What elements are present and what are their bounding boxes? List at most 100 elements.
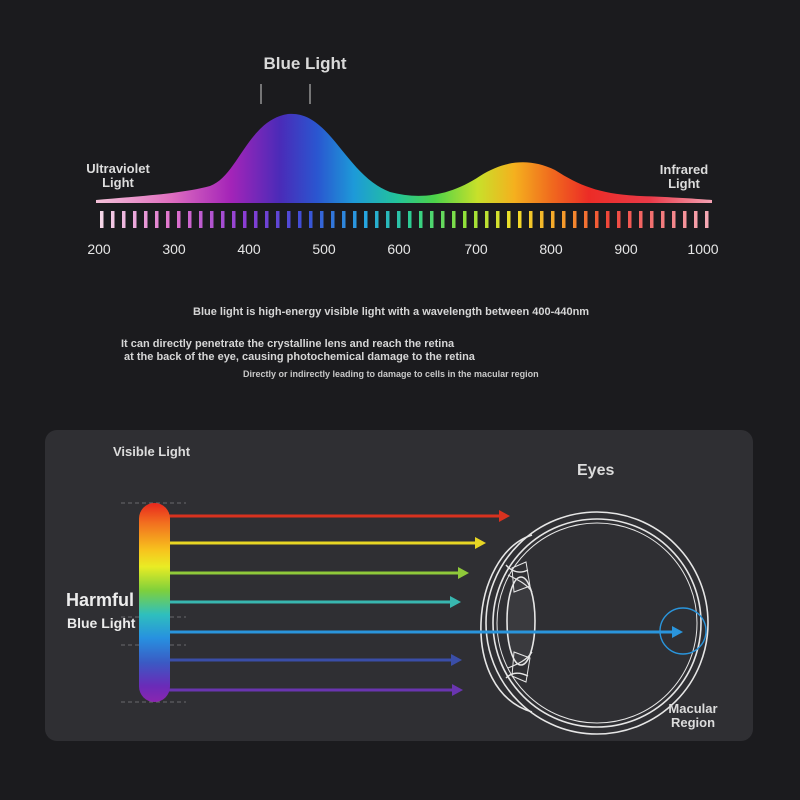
wavelength-tick [606,211,610,228]
visible-light-label: Visible Light [113,444,191,459]
wavelength-tick-label: 800 [539,241,563,257]
harmful-blue-light-label: Blue Light [67,615,136,631]
spectrum-title: Blue Light [263,54,347,73]
wavelength-tick [210,211,214,228]
eyeball-inner [492,518,702,728]
wavelength-tick [386,211,390,228]
wavelength-tick-label: 200 [87,241,111,257]
wavelength-tick [430,211,434,228]
wavelength-tick [276,211,280,228]
infrared-label: Infrared Light [646,163,722,191]
wavelength-tick [309,211,313,228]
info-line-2a: It can directly penetrate the crystallin… [121,338,455,350]
wavelength-tick [595,211,599,228]
info-line-1: Blue light is high-energy visible light … [193,306,590,318]
light-ray-arrowhead [450,596,461,608]
wavelength-tick [342,211,346,228]
wavelength-tick [298,211,302,228]
wavelength-tick [639,211,643,228]
wavelength-tick [177,211,181,228]
dashed-guides [121,502,186,703]
macular-label-line1: Macular [668,701,718,716]
wavelength-tick-bar [100,211,709,228]
wavelength-tick [562,211,566,228]
wavelength-tick [496,211,500,228]
wavelength-tick [122,211,126,228]
wavelength-tick [265,211,269,228]
light-rays [168,510,683,696]
wavelength-tick [408,211,412,228]
eyeball-outer [485,511,709,735]
wavelength-tick [683,211,687,228]
ciliary-lower [507,651,533,669]
wavelength-tick [375,211,379,228]
wavelength-tick-label: 600 [387,241,411,257]
wavelength-tick [243,211,247,228]
wavelength-tick [518,211,522,228]
info-line-2b: at the back of the eye, causing photoche… [121,351,475,363]
light-ray-arrowhead [499,510,510,522]
spectrum-curve [96,113,712,203]
wavelength-tick-label: 500 [312,241,336,257]
info-line-2: It can directly penetrate the crystallin… [121,338,475,364]
wavelength-tick [573,211,577,228]
ultraviolet-label: Ultraviolet Light [72,162,164,190]
wavelength-tick [507,211,511,228]
wavelength-tick-label: 300 [162,241,186,257]
wavelength-tick [419,211,423,228]
macular-label-line2: Region [670,715,716,730]
macular-region-label: Macular Region [656,702,730,730]
wavelength-tick [188,211,192,228]
wavelength-tick [452,211,456,228]
wavelength-tick-label: 1000 [687,241,719,257]
eyeball-inner-2 [496,522,698,724]
wavelength-tick [672,211,676,228]
wavelength-tick [287,211,291,228]
wavelength-tick [320,211,324,228]
wavelength-tick [397,211,401,228]
iris-lower [505,672,529,679]
wavelength-tick [474,211,478,228]
wavelength-tick [705,211,709,228]
wavelength-tick [100,211,104,228]
wavelength-tick [584,211,588,228]
eye-muscle-upper [511,561,531,593]
wavelength-tick [628,211,632,228]
wavelength-tick [331,211,335,228]
infrared-label-line2: Light [668,176,700,191]
ciliary-upper [507,574,533,593]
wavelength-tick [133,211,137,228]
wavelength-tick [232,211,236,228]
wavelength-tick [529,211,533,228]
wavelength-tick [463,211,467,228]
wavelength-tick [650,211,654,228]
eye-muscle-lower [511,651,531,683]
wavelength-tick [441,211,445,228]
ultraviolet-label-line2: Light [102,175,134,190]
eyes-label: Eyes [577,462,615,479]
wavelength-tick [661,211,665,228]
wavelength-tick [694,211,698,228]
eye-illustration [480,511,709,735]
cornea [480,534,533,713]
wavelength-tick [111,211,115,228]
light-ray-arrowhead [458,567,469,579]
harmful-label: Harmful [66,590,135,610]
ultraviolet-label-line1: Ultraviolet [86,161,150,176]
iris-upper [505,564,529,573]
wavelength-tick [144,211,148,228]
info-line-3: Directly or indirectly leading to damage… [243,369,539,379]
wavelength-tick [199,211,203,228]
light-ray-arrowhead [672,626,683,638]
wavelength-tick [485,211,489,228]
light-ray-arrowhead [451,654,462,666]
wavelength-tick [353,211,357,228]
wavelength-tick [551,211,555,228]
lens [506,576,536,666]
wavelength-tick [166,211,170,228]
wavelength-tick [221,211,225,228]
infrared-label-line1: Infrared [659,162,709,177]
wavelength-tick [540,211,544,228]
light-ray-arrowhead [452,684,463,696]
